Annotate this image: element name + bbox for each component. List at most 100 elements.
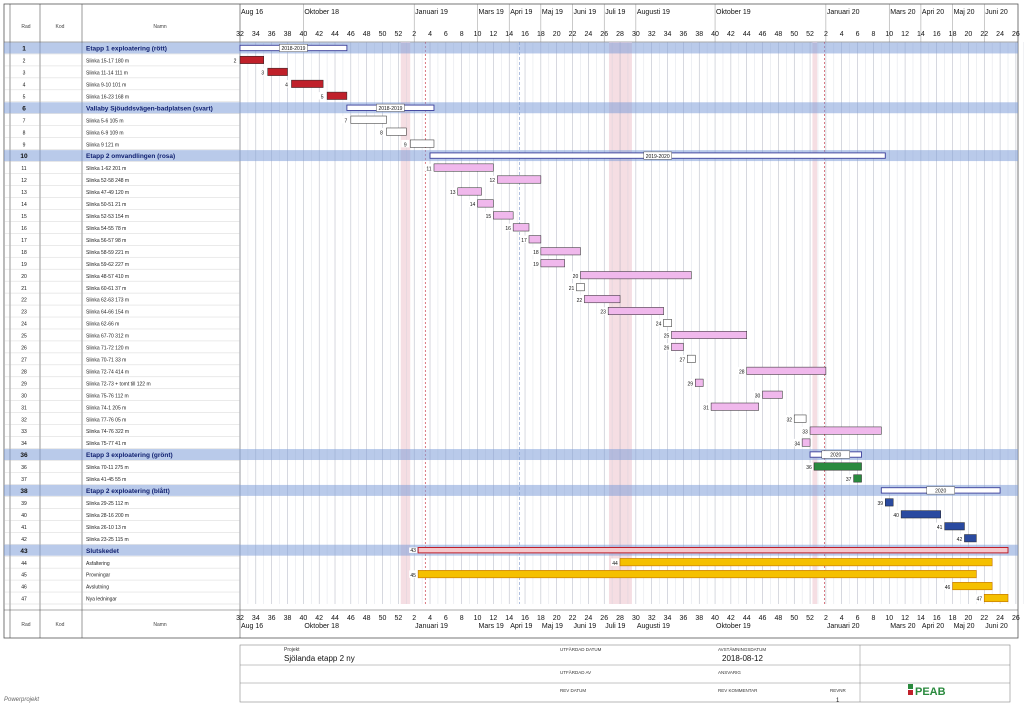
month-label: Oktober 19 xyxy=(716,9,751,16)
task-bar xyxy=(607,307,664,315)
row-number: 10 xyxy=(20,153,28,160)
task-name: Slinka 54-55 78 m xyxy=(86,226,126,232)
week-tick-label: 12 xyxy=(901,31,909,38)
week-tick-label: 46 xyxy=(759,615,767,622)
row-number: 4 xyxy=(23,82,26,88)
task-number: 29 xyxy=(687,381,693,387)
task-name: Slinka 72-74 414 m xyxy=(86,369,129,375)
column-header-kod: Kod xyxy=(56,24,65,30)
week-tick-label: 32 xyxy=(648,31,656,38)
row-number: 3 xyxy=(23,71,26,77)
row-number: 19 xyxy=(21,262,27,268)
task-name: Slinka 52-58 248 m xyxy=(86,178,129,184)
task-bar xyxy=(540,247,581,256)
utfardad-av-label: UTFÄRDAD AV xyxy=(560,669,591,675)
task-number-box xyxy=(409,570,418,578)
task-name: Slinka 72-73 + tomt till 122 m xyxy=(86,381,151,387)
week-tick-label: 48 xyxy=(363,31,371,38)
task-bar xyxy=(580,271,692,280)
task-number: 5 xyxy=(321,95,324,101)
task-number: 46 xyxy=(945,585,951,591)
week-tick-label: 6 xyxy=(444,31,448,38)
rev-datum-label: REV DATUM xyxy=(560,688,586,693)
row-number: 26 xyxy=(21,346,27,352)
month-label: Januari 20 xyxy=(827,9,860,16)
week-tick-label: 20 xyxy=(965,615,973,622)
task-number: 26 xyxy=(664,346,670,352)
week-tick-label: 14 xyxy=(505,615,513,622)
task-number-box xyxy=(702,402,711,411)
row-number: 16 xyxy=(21,226,27,232)
week-tick-label: 12 xyxy=(489,31,497,38)
task-bar xyxy=(457,187,482,196)
week-tick-label: 46 xyxy=(347,31,355,38)
task-number-box xyxy=(611,558,620,566)
week-tick-label: 6 xyxy=(444,615,448,622)
task-name: Slinka 62-63 173 m xyxy=(86,298,129,304)
week-tick-label: 52 xyxy=(806,31,814,38)
task-number: 8 xyxy=(380,130,383,136)
month-label: Apri 19 xyxy=(510,9,532,16)
task-number: 28 xyxy=(739,370,745,376)
week-tick-label: 16 xyxy=(521,31,529,38)
task-number: 9 xyxy=(404,142,407,148)
month-label: Juni 19 xyxy=(574,623,597,630)
task-bar xyxy=(885,498,894,507)
week-tick-label: 24 xyxy=(584,615,592,622)
ansvarig-label: ANSVARIG xyxy=(718,670,741,675)
task-number: 34 xyxy=(794,441,800,447)
task-bar xyxy=(853,474,862,483)
month-label: Aug 16 xyxy=(241,623,263,630)
week-tick-label: 4 xyxy=(840,615,844,622)
task-name: Etapp 1 exploatering (rött) xyxy=(86,46,167,53)
task-name: Slinka 60-61 37 m xyxy=(86,286,126,292)
month-label: Juni 20 xyxy=(985,623,1008,630)
task-bar xyxy=(793,414,807,423)
task-name: Slinka 15-17 180 m xyxy=(86,59,129,65)
task-number-box xyxy=(975,594,984,602)
month-label: Oktober 18 xyxy=(304,9,339,16)
week-tick-label: 34 xyxy=(664,615,672,622)
row-number: 30 xyxy=(21,393,27,399)
task-name: Etapp 2 omvandlingen (rosa) xyxy=(86,153,175,160)
week-tick-label: 36 xyxy=(679,31,687,38)
holiday-band xyxy=(400,42,411,604)
month-label: Maj 20 xyxy=(954,623,975,630)
task-number-box xyxy=(567,283,576,291)
week-tick-label: 44 xyxy=(743,615,751,622)
week-tick-label: 26 xyxy=(600,615,608,622)
task-number: 32 xyxy=(786,417,792,423)
month-label: Juni 19 xyxy=(574,9,597,16)
task-number-box xyxy=(801,426,810,435)
row-number: 45 xyxy=(21,573,27,579)
task-name: Slinka 47-49 120 m xyxy=(86,190,129,196)
task-number-box xyxy=(448,187,457,196)
task-number-box xyxy=(488,175,497,184)
row-number: 1 xyxy=(22,46,26,53)
week-tick-label: 26 xyxy=(1012,615,1020,622)
row-number: 18 xyxy=(21,250,27,256)
task-name: Slinka 67-70 312 m xyxy=(86,334,129,340)
task-name: Slinka 29-25 112 m xyxy=(86,501,129,507)
task-name: Slinka 75-77 41 m xyxy=(86,441,126,447)
month-label: Augusti 19 xyxy=(637,623,670,630)
task-number-box xyxy=(892,510,901,519)
task-bar xyxy=(497,175,542,184)
task-bar xyxy=(746,366,827,375)
summary-bar-label: 2020 xyxy=(935,489,946,495)
week-tick-label: 8 xyxy=(871,31,875,38)
task-number-box xyxy=(504,223,513,232)
task-number: 47 xyxy=(976,597,982,603)
revnr-value: 1 xyxy=(836,698,840,704)
title-block: Projekt Sjölanda etapp 2 ny UTFÄRDAD DAT… xyxy=(4,644,1011,704)
task-name: Etapp 2 exploatering (blått) xyxy=(86,487,170,495)
month-label: Januari 20 xyxy=(827,623,860,630)
row-number: 42 xyxy=(21,537,27,543)
title-block-frame xyxy=(239,644,1011,703)
month-label: Apri 19 xyxy=(510,623,532,630)
task-number: 37 xyxy=(846,477,852,483)
month-label: Mars 20 xyxy=(890,9,915,16)
month-label: Mars 19 xyxy=(479,9,504,16)
task-number: 2 xyxy=(234,59,237,65)
